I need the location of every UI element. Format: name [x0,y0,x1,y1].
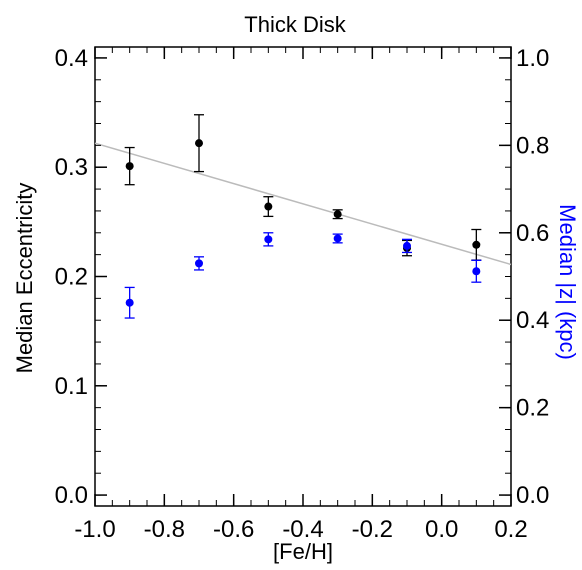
y-axis-left: 0.0 0.1 0.2 0.3 0.4 [55,45,107,509]
data-point-ecc [472,240,481,249]
data-point-ecc [333,210,342,219]
data-point-zmed [472,267,481,276]
data-point-zmed [125,298,134,307]
y-axis-right: 0.0 0.2 0.4 0.6 0.8 1.0 [499,45,549,509]
chart-title: Thick Disk [244,12,346,37]
data-point-zmed [403,241,411,250]
data-point-ecc [264,202,273,211]
fit-line-layer [94,142,512,266]
x-tick-label: 0.2 [494,516,527,543]
x-axis-label: [Fe/H] [273,539,333,564]
data-point-ecc [125,162,134,171]
y-left-tick-label: 0.2 [55,264,88,291]
y-right-tick-label: 0.8 [516,132,549,159]
x-tick-label: 0.0 [425,516,458,543]
x-tick-label: -0.6 [213,516,254,543]
data-point-zmed [264,235,273,244]
y-right-tick-label: 0.6 [516,220,549,247]
y-left-tick-label: 0.3 [55,154,88,181]
x-axis: -1.0 -0.8 -0.6 -0.4 -0.2 0.0 0.2 [74,47,528,543]
y-axis-right-label: Median |z| (kpc) [555,204,580,360]
data-point-ecc [195,139,203,148]
series-layer [124,114,482,319]
y-left-tick-label: 0.4 [55,45,88,72]
fit-line [94,142,512,266]
plot-frame [94,46,512,507]
y-right-tick-label: 0.4 [516,307,549,334]
x-tick-label: -0.8 [144,516,185,543]
data-point-zmed [195,259,203,268]
y-right-tick-label: 0.0 [516,482,549,509]
x-tick-label: -0.2 [352,516,393,543]
x-tick-label: -1.0 [74,516,115,543]
y-left-tick-label: 0.1 [55,373,88,400]
y-axis-left-label: Median Eccentricity [12,183,37,374]
y-right-tick-label: 0.2 [516,395,549,422]
y-right-tick-label: 1.0 [516,45,549,72]
y-left-tick-label: 0.0 [55,482,88,509]
data-point-zmed [333,234,342,243]
x-tick-label: -0.4 [282,516,323,543]
